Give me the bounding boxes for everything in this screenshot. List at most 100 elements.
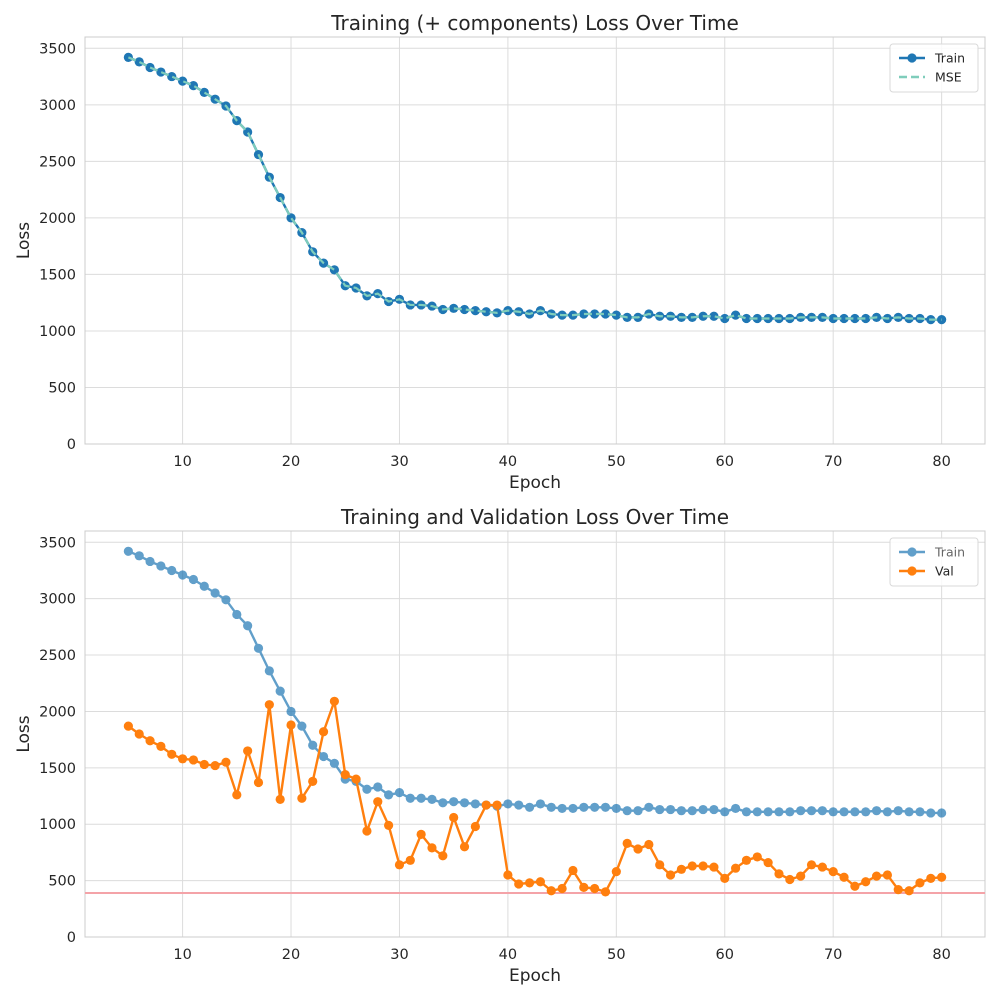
data-point: [524, 878, 535, 888]
data-point: [915, 807, 925, 817]
legend-marker: [907, 53, 917, 63]
data-point: [470, 799, 480, 809]
data-point: [796, 871, 806, 881]
data-point: [535, 877, 546, 887]
plot-area: [85, 37, 985, 444]
data-point: [850, 313, 860, 324]
data-point: [123, 721, 133, 731]
data-point: [774, 869, 784, 879]
data-point: [665, 870, 676, 880]
data-point: [568, 803, 578, 814]
data-point: [937, 872, 947, 882]
x-tick-label: 80: [932, 947, 950, 963]
data-point: [850, 881, 860, 891]
y-tick-label: 0: [67, 930, 76, 946]
legend-label: MSE: [935, 70, 962, 85]
data-point: [253, 777, 264, 788]
data-point: [926, 808, 936, 818]
data-point: [741, 313, 752, 324]
series-line-mse: [127, 56, 942, 321]
chart-1: 10 20 30 40 50 60 70 80 0 500 1000 1500 2000 2500 3000…: [14, 11, 986, 493]
data-point: [221, 757, 231, 767]
data-point: [145, 62, 155, 73]
data-point: [937, 808, 947, 818]
data-point: [611, 866, 621, 877]
data-point: [438, 851, 448, 861]
data-point: [785, 807, 795, 817]
data-point: [731, 803, 741, 814]
data-point: [134, 57, 144, 67]
data-point: [709, 862, 719, 872]
data-point: [633, 844, 643, 854]
data-point: [243, 746, 253, 756]
x-tick-label: 20: [282, 454, 300, 470]
y-tick-label: 1000: [39, 817, 76, 833]
data-point: [156, 561, 166, 571]
data-point: [687, 861, 697, 871]
data-point: [861, 807, 871, 817]
x-tick-label: 70: [824, 454, 842, 470]
legend: Train MSE: [889, 43, 979, 93]
data-point: [904, 807, 914, 817]
data-point: [470, 305, 480, 316]
data-point: [915, 878, 925, 888]
data-point: [622, 806, 632, 816]
data-point: [275, 794, 285, 805]
data-point: [698, 804, 708, 815]
y-tick-label: 0: [67, 437, 76, 453]
data-point: [774, 807, 784, 817]
data-point: [611, 803, 621, 814]
data-point: [720, 873, 730, 883]
chart-title: Training and Validation Loss Over Time: [340, 505, 729, 529]
data-point: [156, 67, 166, 77]
data-point: [557, 883, 567, 894]
data-point: [459, 798, 470, 808]
legend-label: Train: [934, 51, 965, 66]
data-point: [373, 797, 383, 807]
data-point: [503, 799, 513, 809]
data-point: [362, 826, 372, 836]
y-tick-label: 500: [48, 874, 76, 890]
series-val: [123, 696, 947, 897]
data-point: [882, 870, 893, 880]
data-point: [590, 309, 600, 319]
data-point: [676, 864, 686, 874]
y-tick-label: 3500: [39, 41, 76, 57]
legend-label: Train: [934, 545, 965, 560]
legend-label: Val: [935, 564, 954, 579]
data-point: [579, 309, 589, 319]
data-point: [145, 736, 155, 746]
data-point: [600, 802, 611, 812]
data-point: [384, 790, 394, 800]
data-point: [264, 666, 274, 676]
legend-marker: [907, 566, 917, 576]
data-point: [698, 861, 708, 871]
data-point: [839, 313, 849, 324]
data-point: [449, 303, 459, 313]
data-point: [514, 879, 524, 889]
data-point: [416, 829, 426, 839]
x-axis-label: Epoch: [509, 966, 561, 986]
data-point: [741, 855, 752, 865]
data-point: [937, 315, 947, 325]
data-point: [134, 551, 144, 561]
data-point: [199, 581, 209, 591]
y-tick-label: 2500: [39, 154, 76, 170]
data-point: [752, 807, 762, 817]
x-tick-label: 30: [390, 454, 408, 470]
data-point: [828, 313, 838, 324]
data-point: [492, 800, 502, 810]
data-point: [405, 855, 415, 865]
data-point: [600, 309, 611, 319]
data-point: [665, 804, 676, 815]
x-axis-label: Epoch: [509, 473, 561, 493]
data-point: [177, 754, 188, 764]
data-point: [188, 755, 199, 765]
data-point: [297, 793, 307, 803]
data-point: [633, 806, 643, 816]
data-point: [167, 565, 177, 576]
data-point: [275, 686, 285, 696]
data-point: [785, 874, 795, 885]
x-tick-label: 40: [499, 947, 517, 963]
